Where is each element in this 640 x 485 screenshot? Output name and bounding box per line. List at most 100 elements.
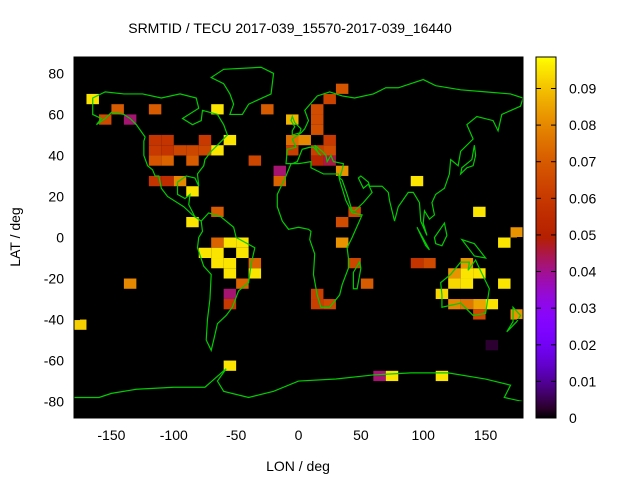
x-tick-label: -100 (160, 427, 188, 443)
heatmap-cell (448, 268, 461, 279)
heatmap-cell (323, 134, 336, 146)
heatmap-cell (123, 114, 137, 125)
y-tick-label: 20 (48, 188, 64, 204)
chart-title: SRMTID / TECU 2017-039_15570-2017-039_16… (128, 20, 452, 36)
y-tick-label: -80 (44, 394, 64, 410)
heatmap-cell (148, 155, 162, 166)
colorbar-tick-label: 0.09 (569, 80, 596, 96)
heatmap-cell (248, 155, 262, 166)
x-tick-label: 150 (474, 427, 498, 443)
heatmap-cell (498, 237, 511, 248)
x-axis-ticks: -150 -100 -50 0 50 100 150 (97, 57, 497, 443)
heatmap-cell (310, 114, 324, 125)
x-tick-label: 0 (295, 427, 303, 443)
heatmap-cell (323, 145, 336, 156)
y-tick-label: 40 (48, 147, 64, 163)
heatmap-cell (148, 104, 162, 115)
heatmap-cell (173, 145, 187, 156)
coast-uk (291, 116, 301, 134)
heatmap-cell (198, 247, 212, 259)
coast-africa (277, 162, 362, 308)
heatmap-cell (485, 299, 499, 310)
heatmap-cell (460, 268, 474, 279)
heatmap-cell (236, 237, 249, 248)
coast-antarctica (74, 369, 523, 402)
heatmap-cell (298, 134, 311, 146)
x-tick-label: -50 (226, 427, 246, 443)
heatmap-cell (98, 114, 112, 125)
y-tick-label: -20 (44, 271, 64, 287)
heatmap-cell (310, 124, 324, 135)
heatmap-cell (123, 278, 137, 289)
heatmap-cell (323, 93, 336, 105)
heatmap-cell (223, 237, 237, 248)
heatmap-cell (161, 145, 174, 156)
heatmap-cell (223, 299, 237, 310)
y-tick-label: 80 (48, 65, 64, 81)
heatmap-cell (186, 216, 199, 228)
coast-sumatra (417, 227, 429, 250)
heatmap-cell (211, 206, 224, 217)
heatmap-cell (385, 370, 399, 382)
coast-australia (441, 260, 490, 315)
heatmap-cell (223, 268, 237, 279)
colorbar-tick-label: 0.07 (569, 154, 596, 170)
coast-new-zealand (507, 307, 521, 332)
heatmap-cell (198, 145, 212, 156)
heatmap-cell (211, 145, 224, 156)
heatmap-cell (510, 309, 523, 320)
y-tick-label: -60 (44, 353, 64, 369)
coast-greenland (211, 67, 273, 114)
heatmap-cell (223, 134, 237, 146)
heatmap-cell (161, 134, 174, 146)
heatmap-cells (74, 83, 523, 382)
heatmap-cell (211, 104, 224, 115)
heatmap-cell (460, 278, 474, 289)
heatmap-cell (335, 237, 349, 248)
coast-madagascar (353, 262, 360, 289)
colorbar-tick-label: 0.05 (569, 227, 596, 243)
heatmap-cell (310, 299, 324, 310)
heatmap-cell (273, 175, 287, 187)
coast-eurasia (286, 80, 523, 236)
heatmap-cell (323, 299, 336, 310)
x-axis-label: LON / deg (266, 458, 330, 474)
heatmap-cell (423, 258, 436, 269)
heatmap-cell (161, 155, 174, 166)
heatmap-cell (223, 288, 237, 300)
heatmap-cell (473, 299, 486, 310)
heatmap-cell (211, 237, 224, 248)
coast-new-guinea (462, 240, 486, 258)
heatmap-cell (373, 370, 386, 382)
heatmap-cell (498, 278, 511, 289)
coast-north-america (93, 92, 228, 221)
heatmap-cell (323, 155, 336, 166)
x-tick-label: -150 (97, 427, 125, 443)
y-tick-label: -40 (44, 312, 64, 328)
heatmap-cell (473, 268, 486, 279)
colorbar-tick-label: 0.01 (569, 373, 596, 389)
y-tick-label: 0 (56, 230, 64, 246)
colorbar-tick-label: 0.08 (569, 117, 596, 133)
heatmap-cell (485, 340, 499, 351)
heatmap-cell (435, 370, 449, 382)
heatmap-cell (236, 278, 249, 289)
heatmap-cell (148, 134, 162, 146)
y-axis-ticks: 80 60 40 20 0 -20 -40 -60 -80 (44, 65, 523, 410)
heatmap-cell (448, 278, 461, 289)
coastlines (74, 67, 523, 401)
heatmap-cell (148, 175, 162, 187)
coast-south-america (197, 213, 254, 350)
heatmap-cell (460, 299, 474, 310)
heatmap-cell (310, 155, 324, 166)
colorbar: 0 0.01 0.02 0.03 0.04 0.05 0.06 0.07 0.08 0.09 (535, 56, 596, 426)
coast-japan (461, 145, 476, 174)
heatmap-cell (148, 145, 162, 156)
heatmap-cell (186, 145, 199, 156)
heatmap-cell (74, 319, 87, 330)
colorbar-tick-label: 0.02 (569, 337, 596, 353)
heatmap-cell (335, 83, 349, 94)
colorbar-tick-label: 0.04 (569, 264, 596, 280)
heatmap-cell (223, 258, 237, 269)
heatmap-cell (248, 268, 262, 279)
